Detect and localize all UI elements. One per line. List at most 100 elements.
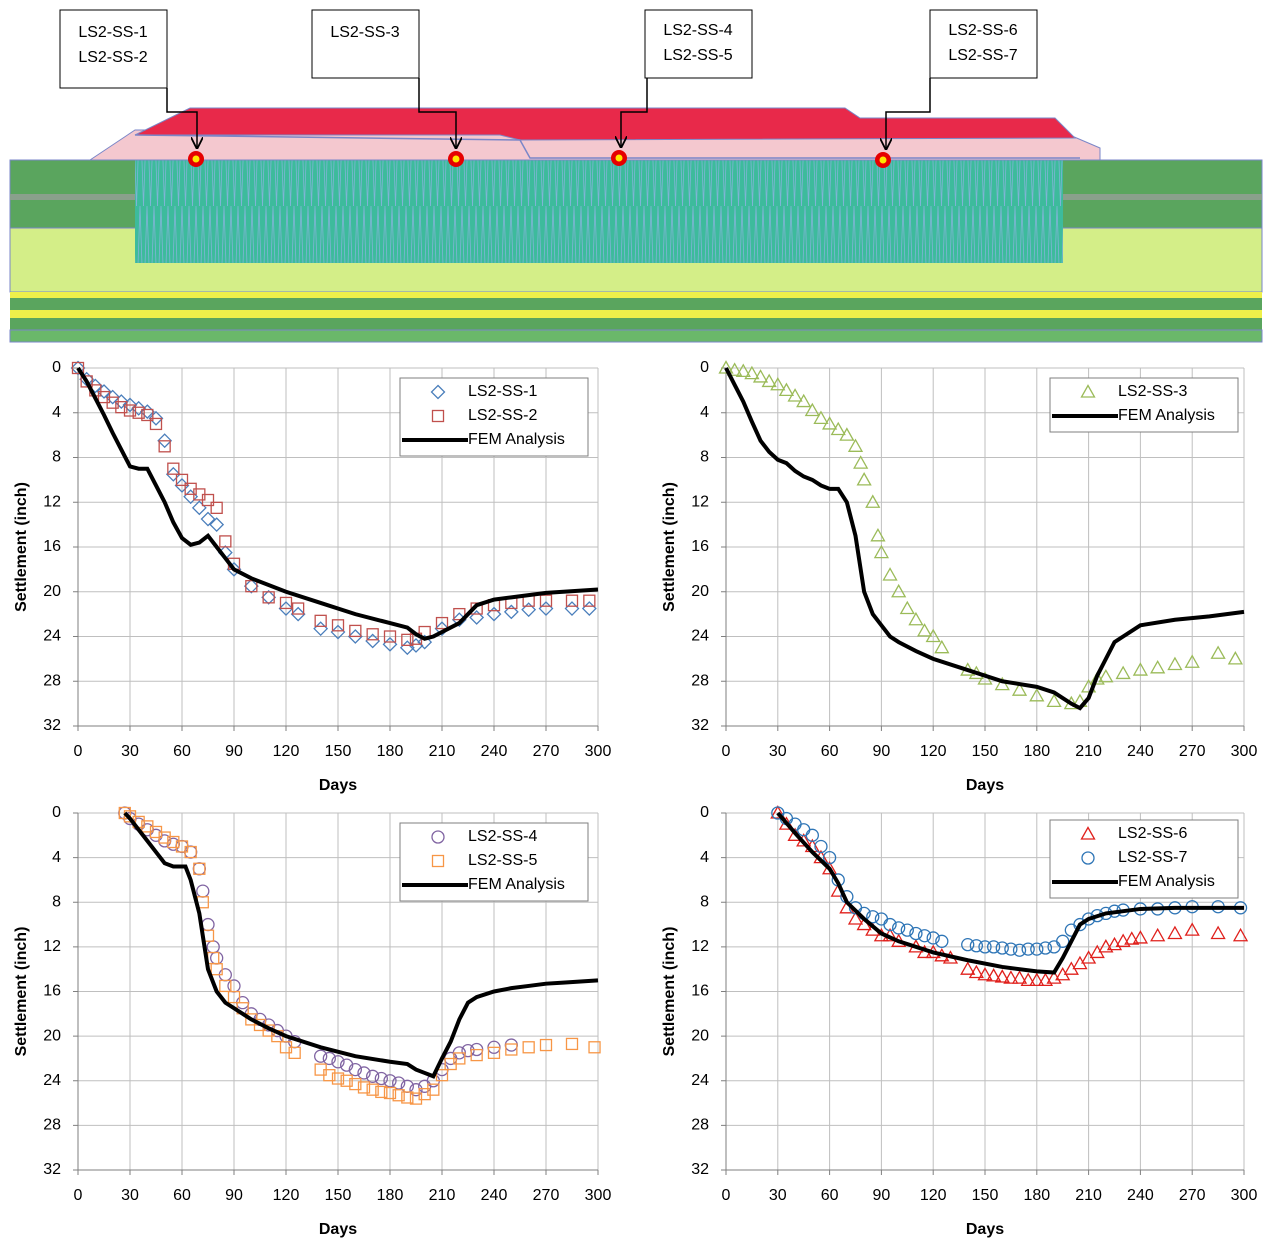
y-tick-label: 20 <box>43 583 61 600</box>
data-point <box>994 969 1010 983</box>
plate-marker <box>452 155 460 163</box>
data-point <box>1038 941 1053 955</box>
data-point <box>1227 651 1243 665</box>
x-tick-label: 30 <box>769 1187 787 1204</box>
callout-label: LS2-SS-5 <box>663 47 732 64</box>
callout-label: LS2-SS-1 <box>78 24 147 41</box>
x-tick-label: 0 <box>722 743 731 760</box>
x-tick-label: 60 <box>173 743 191 760</box>
data-point <box>735 363 751 378</box>
data-point <box>314 614 327 627</box>
data-point <box>994 676 1010 691</box>
data-point <box>744 365 760 380</box>
data-point <box>461 1043 475 1058</box>
y-tick-label: 4 <box>700 404 709 421</box>
legend-swatch <box>430 384 446 400</box>
x-tick-label: 60 <box>821 743 839 760</box>
y-tick-label: 4 <box>52 404 61 421</box>
data-point <box>883 917 897 932</box>
data-point <box>917 929 932 943</box>
x-tick-label: 150 <box>325 1187 352 1204</box>
data-point <box>122 397 138 413</box>
data-point <box>926 931 940 945</box>
y-tick-label: 0 <box>700 804 709 821</box>
y-tick-label: 28 <box>43 672 61 689</box>
legend-swatch <box>431 854 445 868</box>
data-point <box>1056 934 1070 948</box>
data-point <box>770 376 786 391</box>
data-point <box>71 361 85 375</box>
data-point <box>200 511 216 527</box>
legend-label: FEM Analysis <box>468 431 565 448</box>
data-point <box>366 1083 379 1096</box>
y-tick-label: 12 <box>43 938 61 955</box>
data-point <box>1030 942 1044 956</box>
x-tick-label: 120 <box>920 743 947 760</box>
data-point <box>1115 665 1131 680</box>
data-point <box>113 394 129 409</box>
y-tick-label: 4 <box>52 849 61 866</box>
y-tick-label: 8 <box>52 449 61 466</box>
data-point <box>453 607 466 621</box>
data-point <box>375 1085 388 1099</box>
leader-line <box>886 78 931 149</box>
x-tick-label: 60 <box>821 1187 839 1204</box>
callout-label: LS2-SS-4 <box>663 22 732 39</box>
data-point <box>1098 668 1114 683</box>
data-point <box>278 601 294 616</box>
data-point <box>427 1083 440 1096</box>
data-point <box>291 602 305 615</box>
data-point <box>123 404 137 417</box>
data-point <box>132 406 145 419</box>
leader-line <box>418 78 456 148</box>
embankment-diagram: LS2-SS-1 LS2-SS-2 LS2-SS-3 LS2-SS-4 LS2-… <box>9 9 1263 343</box>
x-tick-label: 210 <box>429 743 456 760</box>
data-point <box>357 1066 371 1080</box>
data-point <box>1011 682 1028 696</box>
y-tick-label: 0 <box>700 359 709 376</box>
y-tick-label: 16 <box>691 983 709 1000</box>
data-point <box>892 921 906 935</box>
data-point <box>1089 671 1105 685</box>
y-axis-label: Settlement (inch) <box>13 482 30 612</box>
data-point <box>261 589 277 605</box>
y-tick-label: 32 <box>691 1161 709 1178</box>
data-point <box>366 1069 380 1083</box>
data-point <box>486 606 502 622</box>
data-point <box>1167 925 1183 940</box>
data-point <box>583 594 596 607</box>
fem-line <box>724 367 1245 711</box>
callout-box <box>59 9 168 89</box>
data-point <box>565 1037 579 1051</box>
data-point <box>1132 662 1149 676</box>
data-point <box>503 604 519 620</box>
fem-line <box>76 366 599 641</box>
callout-label: LS2-SS-6 <box>948 22 1017 39</box>
x-axis-label: Days <box>319 777 357 794</box>
data-point <box>348 1062 362 1077</box>
chart: 0 30 60 90 120 150 180 210 240 270 300 0 4 8 12 16 20 24 2… <box>661 359 1257 794</box>
leader-line <box>166 88 197 148</box>
legend-box <box>1049 377 1239 433</box>
data-point <box>487 1046 501 1060</box>
data-point <box>165 466 181 482</box>
data-point <box>891 583 907 598</box>
data-point <box>1037 972 1054 986</box>
x-tick-label: 0 <box>722 1187 731 1204</box>
data-point <box>70 360 86 376</box>
x-tick-label: 210 <box>1075 1187 1102 1204</box>
data-point <box>1184 922 1200 936</box>
data-point <box>227 990 241 1004</box>
y-tick-label: 32 <box>43 717 61 734</box>
embankment-surcharge <box>134 107 1077 141</box>
layer-boundary <box>134 134 1080 159</box>
data-point <box>1150 927 1166 942</box>
data-point <box>392 1089 405 1102</box>
data-point <box>401 1091 414 1104</box>
plate-marker <box>879 156 887 164</box>
x-tick-label: 270 <box>533 1187 560 1204</box>
x-tick-label: 30 <box>121 1187 139 1204</box>
data-point <box>469 610 485 625</box>
leader-line <box>621 78 648 147</box>
data-point <box>193 862 206 875</box>
